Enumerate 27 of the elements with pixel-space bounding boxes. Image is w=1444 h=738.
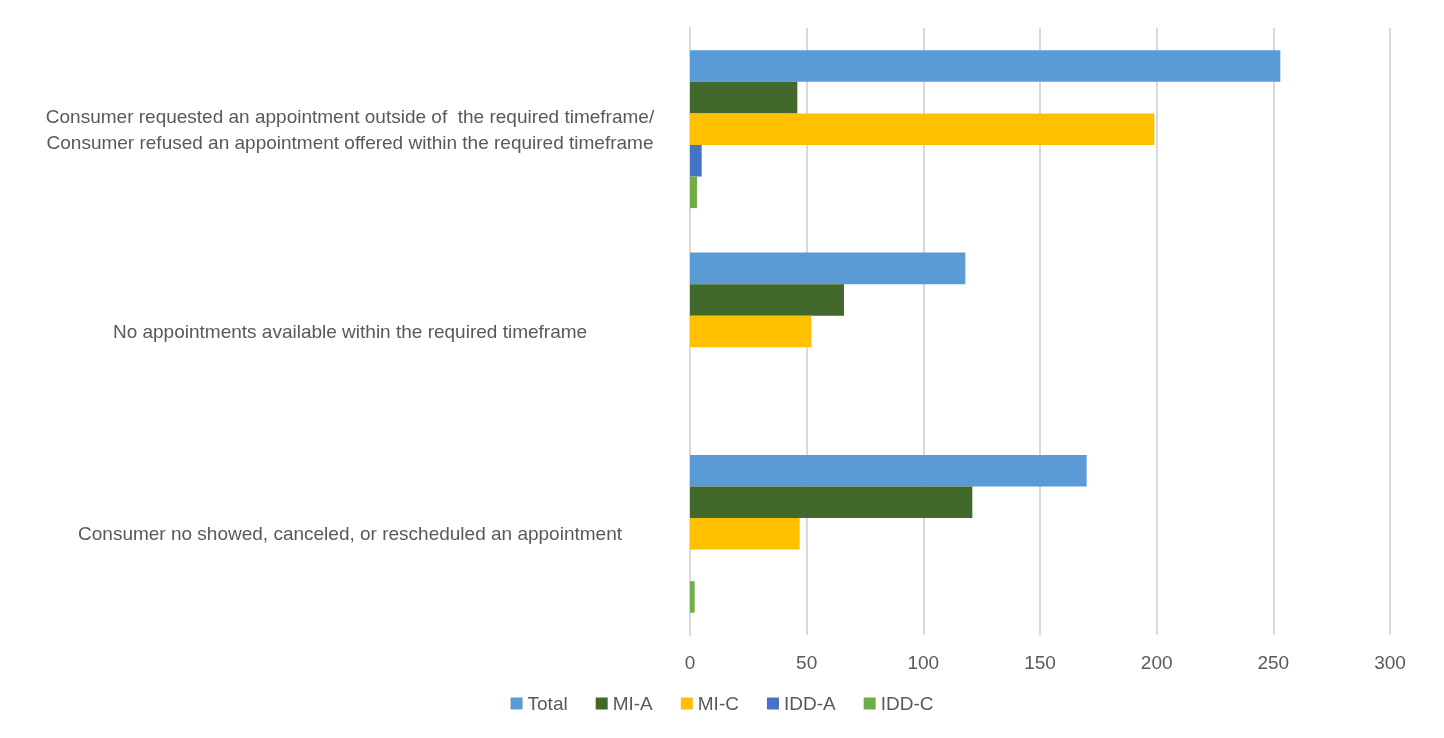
x-tick-label: 150 bbox=[1024, 652, 1056, 673]
legend-label: IDD-C bbox=[880, 693, 934, 714]
y-tick-label: No appointments available within the required timeframe bbox=[112, 321, 588, 342]
bar bbox=[690, 315, 812, 348]
bar bbox=[690, 81, 798, 114]
bar bbox=[690, 581, 695, 613]
y-tick-label: Consumer requested an appointment outside of the required timeframe/Consumer refused an appointment offered within the required timeframe bbox=[45, 105, 655, 153]
x-tick-label: 250 bbox=[1257, 652, 1290, 673]
bar bbox=[690, 252, 966, 285]
bar bbox=[690, 518, 800, 550]
legend-label: MI-C bbox=[697, 693, 739, 714]
x-tick-label: 0 bbox=[684, 652, 696, 673]
x-tick-label: 100 bbox=[907, 652, 940, 673]
legend-label: Total bbox=[527, 693, 568, 714]
bar bbox=[690, 50, 1281, 82]
y-tick-label: Consumer no showed, canceled, or rescheduled an appointment bbox=[78, 523, 623, 545]
bar bbox=[690, 454, 1087, 487]
x-tick-label: 50 bbox=[796, 652, 818, 673]
x-tick-label: 200 bbox=[1140, 652, 1173, 673]
bar bbox=[690, 176, 697, 209]
bar bbox=[690, 144, 702, 177]
legend-label: IDD-A bbox=[783, 693, 836, 714]
bar bbox=[690, 486, 973, 519]
x-tick-label: 300 bbox=[1374, 652, 1406, 673]
legend-label: MI-A bbox=[612, 693, 654, 714]
bar bbox=[690, 113, 1155, 145]
bar bbox=[690, 284, 844, 316]
